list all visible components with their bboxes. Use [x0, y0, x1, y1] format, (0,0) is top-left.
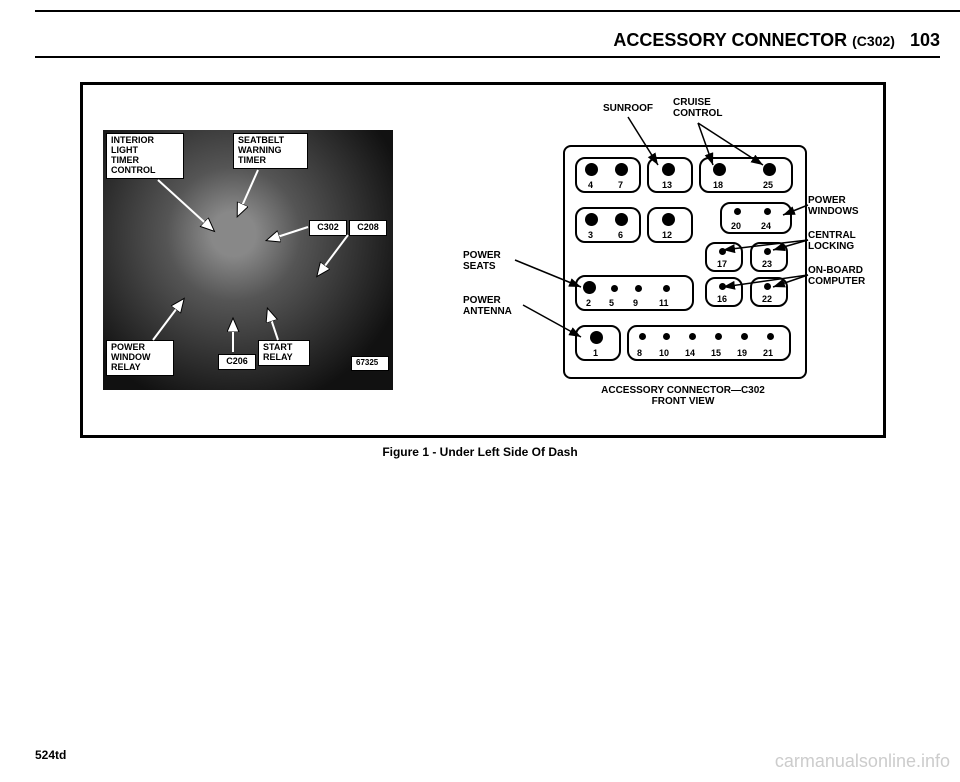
photo-arrows — [103, 130, 393, 390]
connector-diagram: SUNROOF CRUISE CONTROL POWER WINDOWS CEN… — [453, 95, 873, 425]
page: ACCESSORY CONNECTOR (C302) 103 INTERIOR … — [0, 0, 960, 782]
footer-watermark: carmanualsonline.info — [775, 751, 950, 772]
footer-model: 524td — [35, 748, 66, 762]
page-header: ACCESSORY CONNECTOR (C302) 103 — [35, 30, 940, 58]
photo: INTERIOR LIGHT TIMER CONTROL SEATBELT WA… — [103, 130, 393, 390]
header-title: ACCESSORY CONNECTOR — [613, 30, 847, 50]
figure-caption: Figure 1 - Under Left Side Of Dash — [0, 445, 960, 459]
header-subtitle: (C302) — [852, 33, 895, 49]
figure-frame: INTERIOR LIGHT TIMER CONTROL SEATBELT WA… — [80, 82, 886, 438]
diagram-arrows — [453, 95, 873, 425]
page-number: 103 — [910, 30, 940, 50]
top-rule — [35, 10, 960, 12]
